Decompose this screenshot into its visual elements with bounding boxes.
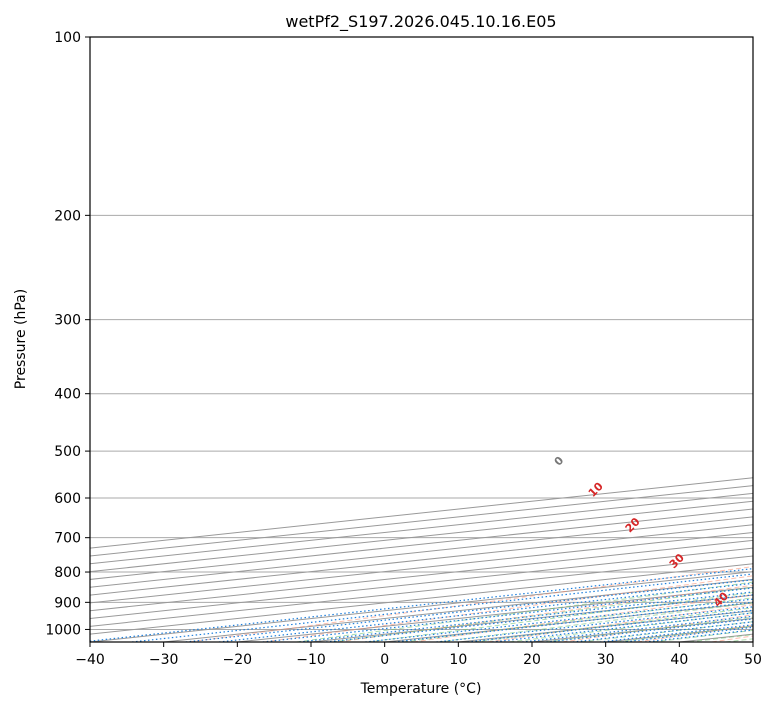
- mixing-ratio-line: [436, 606, 753, 642]
- y-tick-label: 800: [54, 565, 81, 581]
- plot-frame: [89, 36, 754, 643]
- isotherm-line: [90, 508, 753, 580]
- x-tick-label: 50: [744, 652, 762, 668]
- y-tick-label: 700: [54, 531, 81, 547]
- isotherm-line: [90, 524, 753, 596]
- y-tick-label: 900: [54, 595, 81, 611]
- dry-adiabat-line: [263, 575, 753, 642]
- y-tick-label: 600: [54, 491, 81, 507]
- moist-adiabat-line: [296, 581, 753, 642]
- y-tick-label: 1000: [45, 622, 81, 638]
- isotherm-line: [90, 477, 753, 549]
- isotherm-line: [90, 500, 753, 573]
- x-tick-label: 0: [380, 652, 389, 668]
- isotherm-line: [90, 492, 753, 565]
- x-tick-label: 40: [670, 652, 688, 668]
- isotherm-line: [90, 516, 753, 588]
- mixing-ratio-line: [394, 601, 753, 642]
- isotherm-line: [90, 539, 753, 612]
- x-axis-label: Temperature (°C): [360, 681, 482, 697]
- isotherm-line: [90, 532, 753, 604]
- y-tick-label: 300: [54, 313, 81, 329]
- mixing-ratio-line: [522, 615, 753, 642]
- chart-title: wetPf2_S197.2026.045.10.16.E05: [285, 12, 556, 32]
- x-tick-label: 20: [523, 652, 541, 668]
- moist-adiabat-line: [367, 592, 753, 642]
- x-tick-label: −30: [149, 652, 179, 668]
- x-tick-label: 10: [449, 652, 467, 668]
- mixing-ratio-line: [467, 609, 753, 642]
- mixing-ratio-line: [90, 568, 753, 642]
- x-tick-label: −10: [296, 652, 326, 668]
- y-tick-label: 400: [54, 387, 81, 403]
- isotherm-line: [90, 485, 753, 557]
- x-tick-label: −40: [75, 652, 105, 668]
- x-tick-label: 30: [597, 652, 615, 668]
- x-tick-label: −20: [223, 652, 253, 668]
- y-tick-label: 100: [54, 30, 81, 46]
- y-tick-label: 200: [54, 208, 81, 224]
- dry-adiabat-line: [412, 594, 753, 642]
- dry-adiabat-line: [188, 566, 753, 642]
- y-tick-label: 500: [54, 444, 81, 460]
- y-axis-label: Pressure (hPa): [13, 289, 29, 389]
- mixing-ratio-line: [492, 612, 753, 642]
